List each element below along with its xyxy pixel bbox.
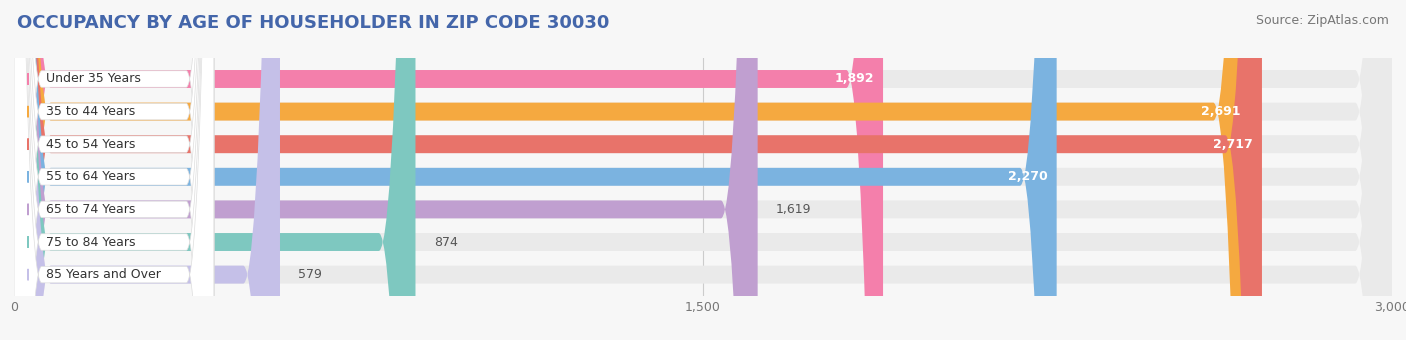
Text: 45 to 54 Years: 45 to 54 Years [46,138,135,151]
FancyBboxPatch shape [14,0,280,340]
FancyBboxPatch shape [14,0,214,340]
FancyBboxPatch shape [14,0,1392,340]
FancyBboxPatch shape [14,0,214,340]
Text: 55 to 64 Years: 55 to 64 Years [46,170,135,183]
Text: Source: ZipAtlas.com: Source: ZipAtlas.com [1256,14,1389,27]
Text: 579: 579 [298,268,322,281]
Text: 75 to 84 Years: 75 to 84 Years [46,236,135,249]
Text: OCCUPANCY BY AGE OF HOUSEHOLDER IN ZIP CODE 30030: OCCUPANCY BY AGE OF HOUSEHOLDER IN ZIP C… [17,14,609,32]
FancyBboxPatch shape [14,0,1392,340]
Text: 2,717: 2,717 [1213,138,1253,151]
Text: 1,892: 1,892 [834,72,875,85]
Text: 2,270: 2,270 [1008,170,1047,183]
Text: 65 to 74 Years: 65 to 74 Years [46,203,135,216]
FancyBboxPatch shape [14,0,1263,340]
FancyBboxPatch shape [14,0,1392,340]
FancyBboxPatch shape [14,0,1392,340]
FancyBboxPatch shape [14,0,416,340]
FancyBboxPatch shape [14,0,758,340]
Text: 2,691: 2,691 [1201,105,1241,118]
FancyBboxPatch shape [14,0,883,340]
FancyBboxPatch shape [14,0,214,340]
FancyBboxPatch shape [14,0,214,340]
Text: Under 35 Years: Under 35 Years [46,72,141,85]
FancyBboxPatch shape [14,0,1392,340]
Text: 874: 874 [434,236,458,249]
FancyBboxPatch shape [14,0,214,340]
FancyBboxPatch shape [14,0,214,340]
Text: 35 to 44 Years: 35 to 44 Years [46,105,135,118]
FancyBboxPatch shape [14,0,1392,340]
FancyBboxPatch shape [14,0,214,340]
Text: 85 Years and Over: 85 Years and Over [46,268,160,281]
FancyBboxPatch shape [14,0,1057,340]
Text: 1,619: 1,619 [776,203,811,216]
FancyBboxPatch shape [14,0,1392,340]
FancyBboxPatch shape [14,0,1250,340]
